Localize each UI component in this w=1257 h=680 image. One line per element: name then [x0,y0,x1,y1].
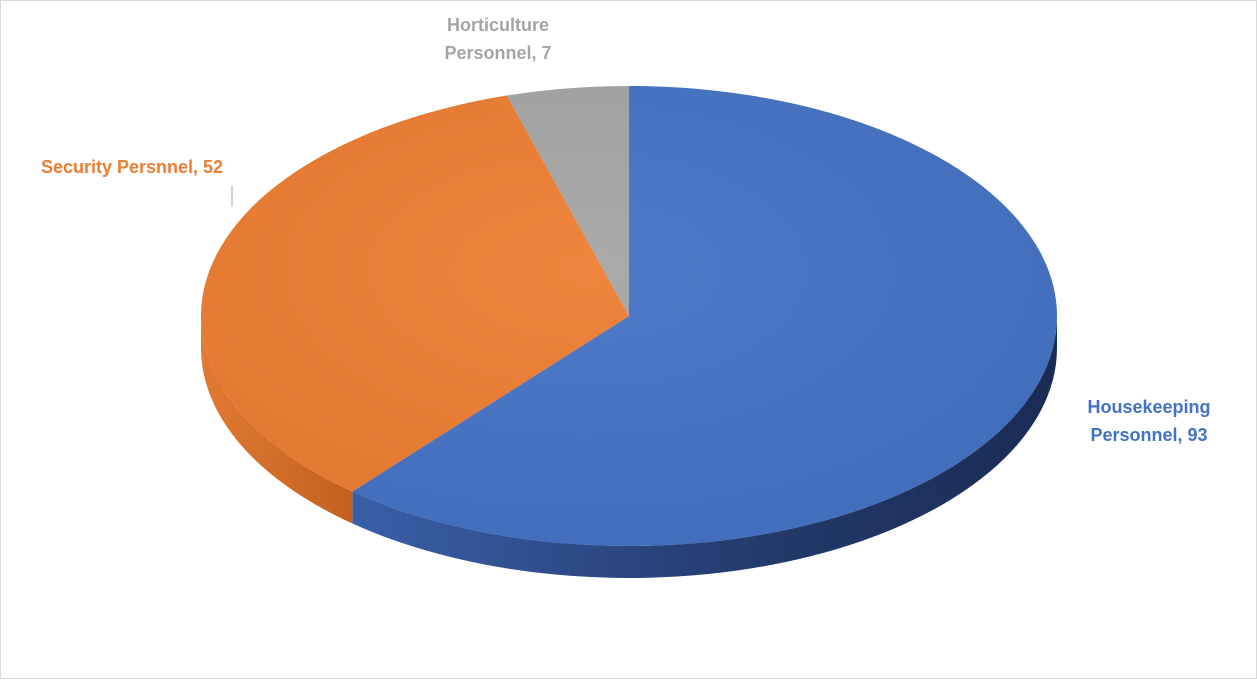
pie-side-housekeeping [352,316,1057,578]
data-label-line: Personnel, 93 [1090,425,1207,445]
data-label-line: Security Persnnel, 52 [41,157,223,177]
data-label-housekeeping: Housekeeping Personnel, 93 [1087,397,1210,445]
data-label-security: Security Persnnel, 52 [41,157,223,177]
pie-side-security [201,316,353,524]
data-label-line: Personnel, 7 [444,43,551,63]
data-label-line: Horticulture [447,15,549,35]
pie-top-shading [201,86,1057,546]
data-label-horticulture: Horticulture Personnel, 7 [444,15,551,63]
data-label-line: Housekeeping [1087,397,1210,417]
